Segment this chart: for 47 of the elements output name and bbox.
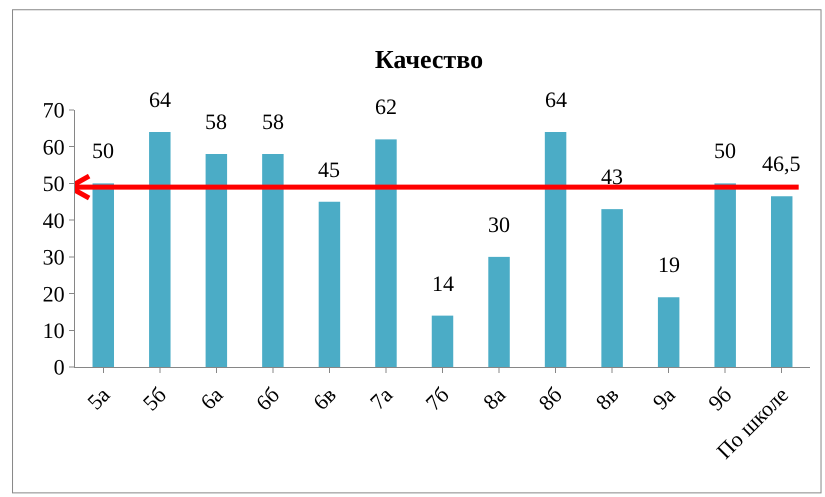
y-tick-label: 40 <box>42 208 65 233</box>
y-tick-label: 60 <box>42 134 65 160</box>
x-tick-label: 7а <box>364 382 398 414</box>
x-tick-label: 5а <box>82 382 115 414</box>
bar <box>262 154 284 367</box>
data-label: 45 <box>318 157 340 182</box>
bar <box>375 139 397 367</box>
data-label: 58 <box>262 109 284 134</box>
y-tick-label: 30 <box>42 244 65 270</box>
bar <box>544 132 566 367</box>
y-tick-label: 20 <box>42 281 65 306</box>
y-tick-label: 50 <box>42 171 65 196</box>
x-tick-label: 5б <box>138 382 172 416</box>
data-label: 58 <box>205 109 227 134</box>
data-label: 43 <box>601 164 623 189</box>
data-label: 50 <box>714 138 736 163</box>
x-tick-label: 9б <box>703 382 737 416</box>
bar <box>488 256 510 367</box>
x-tick-label: 8б <box>534 382 567 416</box>
data-label: 50 <box>92 138 114 163</box>
data-label: 64 <box>545 87 567 112</box>
data-label: 62 <box>375 94 397 119</box>
x-tick-label: 9а <box>648 382 680 414</box>
x-tick-label: 6б <box>250 382 284 416</box>
bar <box>92 183 114 367</box>
x-tick-label: 6в <box>308 382 341 415</box>
chart-title: Качество <box>374 44 484 74</box>
bar <box>714 183 736 367</box>
data-label: 14 <box>432 271 454 296</box>
bar <box>770 196 792 367</box>
y-tick-label: 0 <box>54 354 65 380</box>
y-tick-label: 10 <box>42 318 65 343</box>
data-label: 46,5 <box>762 151 800 176</box>
x-tick-label: 8в <box>590 382 624 415</box>
x-tick-label: 8а <box>478 382 511 414</box>
x-tick-label: 7б <box>420 382 454 416</box>
bar <box>206 154 228 367</box>
bar <box>318 202 340 367</box>
data-label: 30 <box>488 212 510 237</box>
bar <box>658 297 680 367</box>
bar <box>149 132 171 367</box>
bar <box>432 316 454 367</box>
y-tick-label: 70 <box>42 98 65 123</box>
data-label: 19 <box>658 252 680 277</box>
data-label: 64 <box>149 87 171 112</box>
x-tick-label: 6а <box>195 382 228 414</box>
bar <box>601 209 623 367</box>
